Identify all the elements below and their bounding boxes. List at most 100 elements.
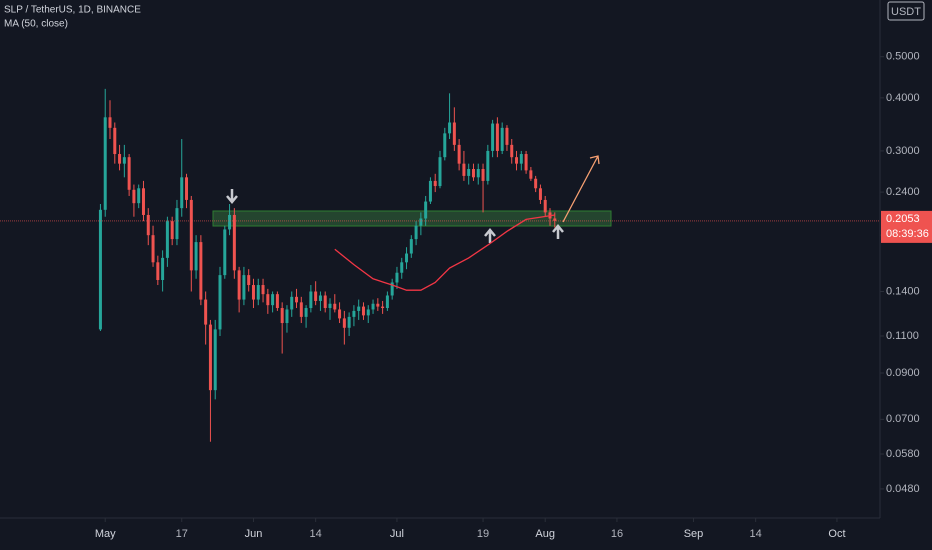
candle-body: [409, 239, 413, 254]
candle-body: [285, 309, 289, 324]
candle-body: [218, 275, 222, 330]
moving-average: [334, 214, 555, 291]
x-tick-label: 17: [176, 528, 188, 540]
candle-body: [519, 154, 523, 164]
x-tick-label: Oct: [828, 528, 845, 540]
countdown: 08:39:36: [886, 228, 929, 240]
candle-body: [165, 221, 169, 258]
candle-body: [318, 295, 322, 301]
up-arrow: [552, 224, 564, 239]
y-tick-label: 0.0480: [886, 483, 920, 495]
drawings: [212, 155, 612, 243]
candle-body: [247, 275, 251, 286]
candle-body: [471, 168, 475, 178]
candle-body: [151, 235, 155, 263]
candle-body: [476, 168, 480, 178]
candle-body: [491, 123, 495, 151]
y-tick-label: 0.0900: [886, 367, 920, 379]
candle-body: [208, 324, 212, 391]
price-label: 0.2053: [886, 213, 920, 225]
candle-body: [223, 229, 227, 276]
y-tick-label: 0.1100: [886, 330, 919, 342]
price-box: [881, 210, 932, 243]
candle-body: [543, 199, 547, 213]
candle-body: [352, 310, 356, 317]
candle-body: [510, 144, 514, 158]
candle-body: [141, 188, 145, 215]
x-tick-label: 14: [750, 528, 762, 540]
candle-body: [486, 150, 490, 181]
x-tick-label: Jun: [245, 528, 263, 540]
y-tick-label: 0.5000: [886, 51, 920, 63]
y-tick-label: 0.0580: [886, 448, 920, 460]
candle-body: [271, 294, 275, 306]
up-arrow: [484, 228, 496, 243]
symbol-title: SLP / TetherUS, 1D, BINANCE: [4, 5, 141, 16]
candle-body: [438, 157, 442, 187]
x-tick-label: 14: [310, 528, 322, 540]
candle-body: [424, 201, 428, 219]
candle-body: [538, 188, 542, 200]
candle-body: [170, 221, 174, 240]
candle-body: [180, 177, 184, 209]
candle-body: [385, 295, 389, 309]
candle-body: [524, 154, 528, 171]
candle-body: [175, 208, 179, 240]
y-tick-label: 0.4000: [886, 92, 920, 104]
candle-body: [213, 329, 217, 391]
candle-body: [314, 291, 318, 301]
candle-body: [113, 127, 117, 155]
candle-body: [414, 225, 418, 240]
currency-box[interactable]: [887, 1, 925, 21]
candle-body: [443, 133, 447, 158]
currency[interactable]: USDT: [891, 6, 921, 18]
candle-body: [338, 309, 342, 319]
candle-body: [199, 242, 203, 300]
candle-body: [309, 291, 313, 309]
candle-body: [98, 209, 102, 330]
indicator-label: MA (50, close): [4, 19, 68, 30]
candle-body: [122, 157, 126, 164]
candle-body: [137, 188, 141, 204]
candle-body: [481, 168, 485, 181]
candle-body: [204, 299, 208, 325]
down-arrow: [226, 189, 238, 204]
candle-body: [342, 318, 346, 328]
candle-body: [280, 308, 284, 324]
candle-body: [505, 127, 509, 145]
candle-body: [515, 157, 519, 164]
y-tick-label: 0.1400: [886, 285, 920, 297]
candle-body: [452, 122, 456, 145]
candle-body: [433, 180, 437, 187]
candle-body: [428, 180, 432, 202]
candle-body: [161, 257, 165, 281]
candle-body: [371, 303, 375, 310]
candle-body: [328, 303, 332, 309]
candle-body: [395, 272, 399, 283]
candle-body: [299, 302, 303, 317]
y-tick-label: 0.0700: [886, 413, 920, 425]
candle-body: [553, 218, 557, 221]
candle-body: [495, 123, 499, 151]
candle-body: [146, 214, 150, 236]
candle-body: [266, 294, 270, 306]
candle-body: [323, 295, 327, 309]
candle-body: [457, 144, 461, 164]
candle-body: [189, 199, 193, 271]
candle-body: [118, 154, 122, 164]
candle-body: [194, 242, 198, 271]
candle-body: [400, 262, 404, 273]
y-tick-label: 0.3000: [886, 145, 920, 157]
x-tick-label: Sep: [684, 528, 704, 540]
x-tick-label: 19: [477, 528, 489, 540]
candle-body: [419, 218, 423, 226]
candle-body: [256, 285, 260, 300]
x-tick-label: Aug: [535, 528, 555, 540]
candle-body: [467, 168, 471, 176]
candle-body: [103, 117, 107, 210]
x-tick-label: 16: [611, 528, 623, 540]
candle-body: [500, 127, 504, 151]
candle-body: [261, 285, 265, 295]
support-zone: [212, 210, 612, 227]
